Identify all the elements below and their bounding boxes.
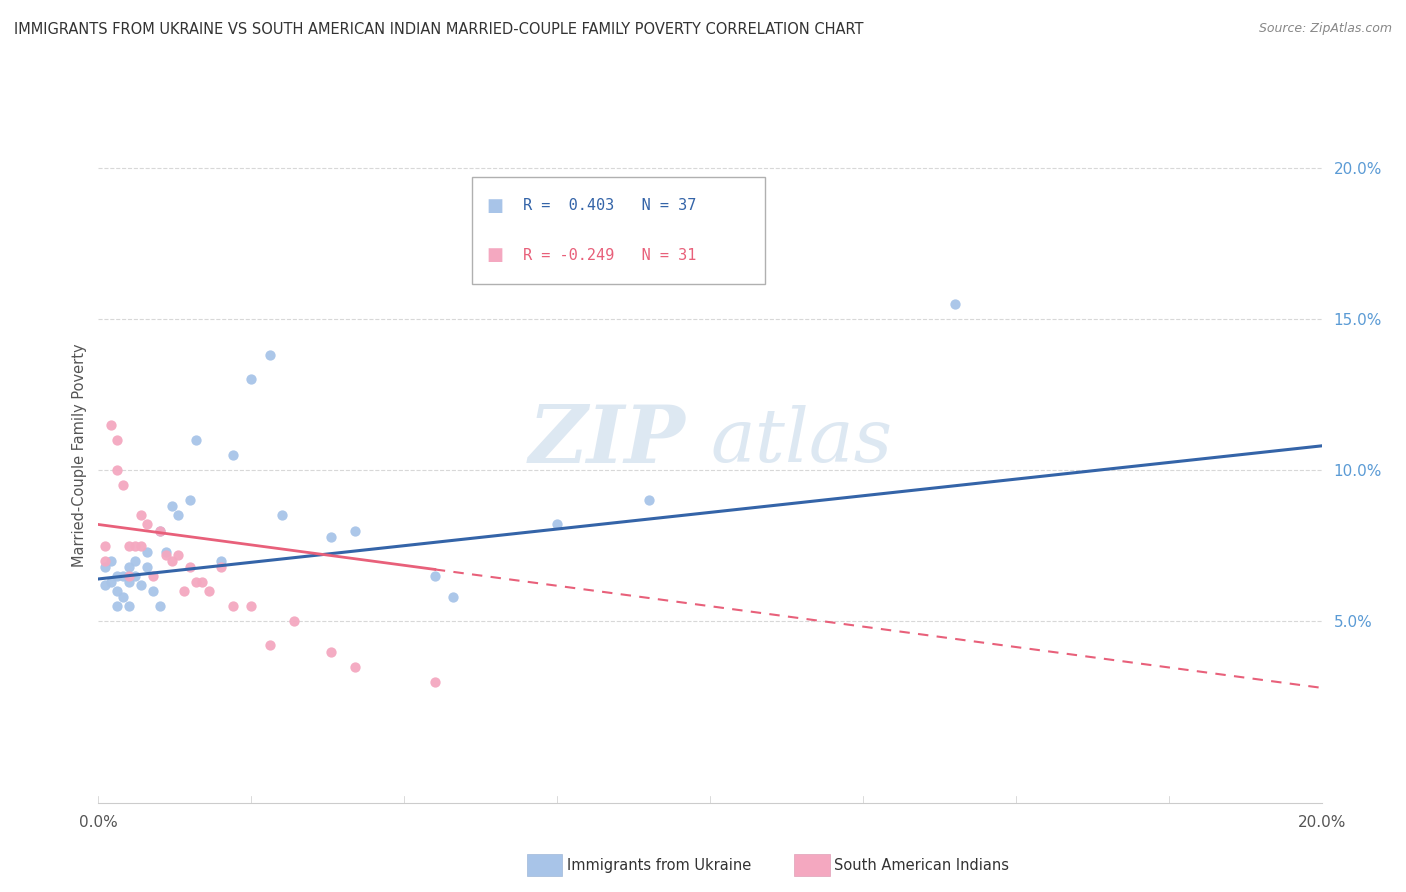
Point [222,448,245,462]
Point [240,599,263,614]
Point [93,559,115,574]
Point [259,639,281,653]
Point [160,500,183,514]
Point [423,569,446,583]
Text: ■: ■ [486,197,503,215]
Point [149,524,172,538]
Point [111,478,134,492]
Point [93,554,115,568]
Point [155,548,177,562]
Point [93,539,115,553]
Point [118,539,141,553]
Point [136,545,159,559]
Point [118,599,141,614]
Point [118,559,141,574]
Text: South American Indians: South American Indians [834,858,1008,872]
Text: R = -0.249   N = 31: R = -0.249 N = 31 [523,248,696,263]
Point [105,599,128,614]
Point [167,548,190,562]
Point [149,524,172,538]
Point [142,569,165,583]
Point [197,584,219,599]
Point [270,508,292,523]
Point [167,508,190,523]
Text: R =  0.403   N = 37: R = 0.403 N = 37 [523,198,696,213]
Point [186,433,208,447]
Point [105,463,128,477]
Text: ZIP: ZIP [529,402,686,480]
Point [516,236,538,251]
Point [943,296,966,310]
Text: Immigrants from Ukraine: Immigrants from Ukraine [567,858,751,872]
Point [319,644,342,658]
FancyBboxPatch shape [471,177,765,285]
Point [240,372,263,386]
Point [173,584,195,599]
Point [179,493,201,508]
Point [100,554,122,568]
Point [160,554,183,568]
Point [546,517,568,532]
Point [142,584,165,599]
Point [344,524,367,538]
Text: ■: ■ [486,246,503,264]
Point [191,574,214,589]
Point [149,599,172,614]
Point [209,554,232,568]
Point [129,578,152,592]
Point [155,545,177,559]
Text: atlas: atlas [710,405,893,477]
Point [100,417,122,432]
Point [344,659,367,673]
Point [118,569,141,583]
Point [105,584,128,599]
Point [319,530,342,544]
Point [118,574,141,589]
Point [637,493,661,508]
Point [136,559,159,574]
Point [124,569,146,583]
Point [105,433,128,447]
Point [179,559,201,574]
Point [111,569,134,583]
Point [105,569,128,583]
Point [129,508,152,523]
Point [129,539,152,553]
Point [124,554,146,568]
Point [100,574,122,589]
Point [423,674,446,689]
Point [259,348,281,362]
Point [93,578,115,592]
Point [283,615,305,629]
Point [186,574,208,589]
Point [124,539,146,553]
Point [441,590,464,604]
Point [209,559,232,574]
Point [222,599,245,614]
Y-axis label: Married-Couple Family Poverty: Married-Couple Family Poverty [72,343,87,566]
Text: Source: ZipAtlas.com: Source: ZipAtlas.com [1258,22,1392,36]
Point [136,517,159,532]
Text: IMMIGRANTS FROM UKRAINE VS SOUTH AMERICAN INDIAN MARRIED-COUPLE FAMILY POVERTY C: IMMIGRANTS FROM UKRAINE VS SOUTH AMERICA… [14,22,863,37]
Point [111,590,134,604]
